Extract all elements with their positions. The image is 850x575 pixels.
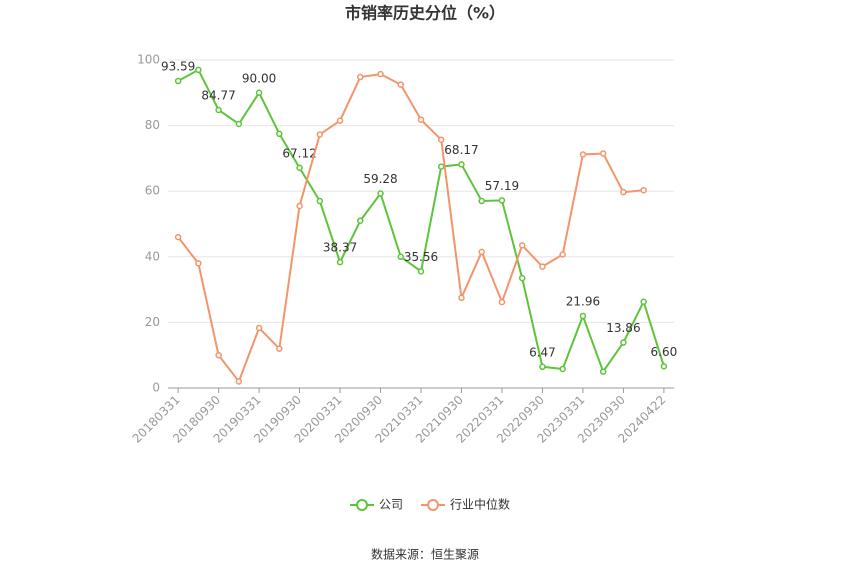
- point: [539, 263, 546, 270]
- point: [599, 368, 607, 375]
- point: [195, 66, 202, 74]
- point: [316, 131, 324, 138]
- legend-label: 行业中位数: [450, 497, 510, 512]
- point: [518, 274, 526, 282]
- point: [215, 106, 222, 114]
- point: [255, 89, 263, 97]
- point: [620, 188, 627, 196]
- point: [458, 161, 465, 168]
- point: [174, 77, 182, 85]
- point: [437, 163, 445, 170]
- y-tick-label: 60: [145, 184, 160, 198]
- data-label: 59.28: [363, 172, 397, 186]
- data-label: 35.56: [404, 250, 438, 264]
- point: [336, 258, 344, 266]
- point: [377, 70, 384, 78]
- point: [357, 217, 364, 224]
- point: [620, 339, 627, 346]
- point: [397, 253, 405, 261]
- data-label: 13.86: [606, 321, 640, 335]
- point: [296, 164, 303, 172]
- point: [316, 197, 324, 205]
- point: [377, 190, 384, 197]
- point: [579, 312, 587, 320]
- data-label: 93.59: [161, 60, 195, 74]
- point: [498, 298, 506, 306]
- data-label: 6.60: [651, 345, 678, 359]
- point: [539, 363, 546, 371]
- point: [215, 351, 222, 359]
- point: [599, 150, 607, 157]
- point: [235, 120, 243, 128]
- point: [417, 116, 425, 123]
- point: [640, 298, 647, 305]
- point: [235, 378, 243, 385]
- point: [296, 202, 303, 210]
- data-label: 21.96: [566, 294, 600, 308]
- point: [559, 365, 566, 373]
- point: [255, 324, 263, 332]
- legend-label: 公司: [379, 498, 403, 512]
- legend-marker: [427, 499, 440, 511]
- point: [458, 294, 465, 302]
- chart-title: 市销率历史分位（%）: [345, 4, 505, 23]
- point: [174, 233, 182, 241]
- data-label: 84.77: [201, 88, 235, 102]
- point: [498, 197, 506, 204]
- point: [478, 197, 485, 205]
- data-label: 67.12: [282, 146, 316, 160]
- data-label: 90.00: [242, 71, 276, 85]
- point: [336, 117, 344, 124]
- y-tick-label: 100: [137, 53, 160, 67]
- point: [640, 186, 647, 194]
- point: [397, 81, 405, 88]
- source: 数据来源：恒生聚源: [371, 547, 479, 562]
- data-label: 57.19: [485, 179, 519, 193]
- y-tick-label: 40: [145, 249, 160, 263]
- series-line: [177, 73, 644, 384]
- point: [478, 248, 485, 256]
- y-tick-label: 80: [145, 118, 160, 132]
- point: [276, 345, 283, 352]
- point: [417, 268, 425, 275]
- series-line: [177, 68, 665, 374]
- point: [579, 151, 587, 158]
- point: [660, 363, 668, 370]
- point: [276, 130, 283, 138]
- point: [518, 242, 526, 249]
- y-tick-label: 20: [145, 315, 160, 329]
- point: [437, 136, 445, 143]
- data-label: 38.37: [323, 241, 357, 255]
- point: [195, 260, 202, 267]
- legend-marker: [356, 499, 368, 511]
- data-label: 68.17: [444, 143, 478, 157]
- y-tick-label: 0: [152, 381, 160, 395]
- data-label: 6.47: [529, 345, 556, 359]
- point: [357, 73, 364, 81]
- point: [559, 251, 566, 258]
